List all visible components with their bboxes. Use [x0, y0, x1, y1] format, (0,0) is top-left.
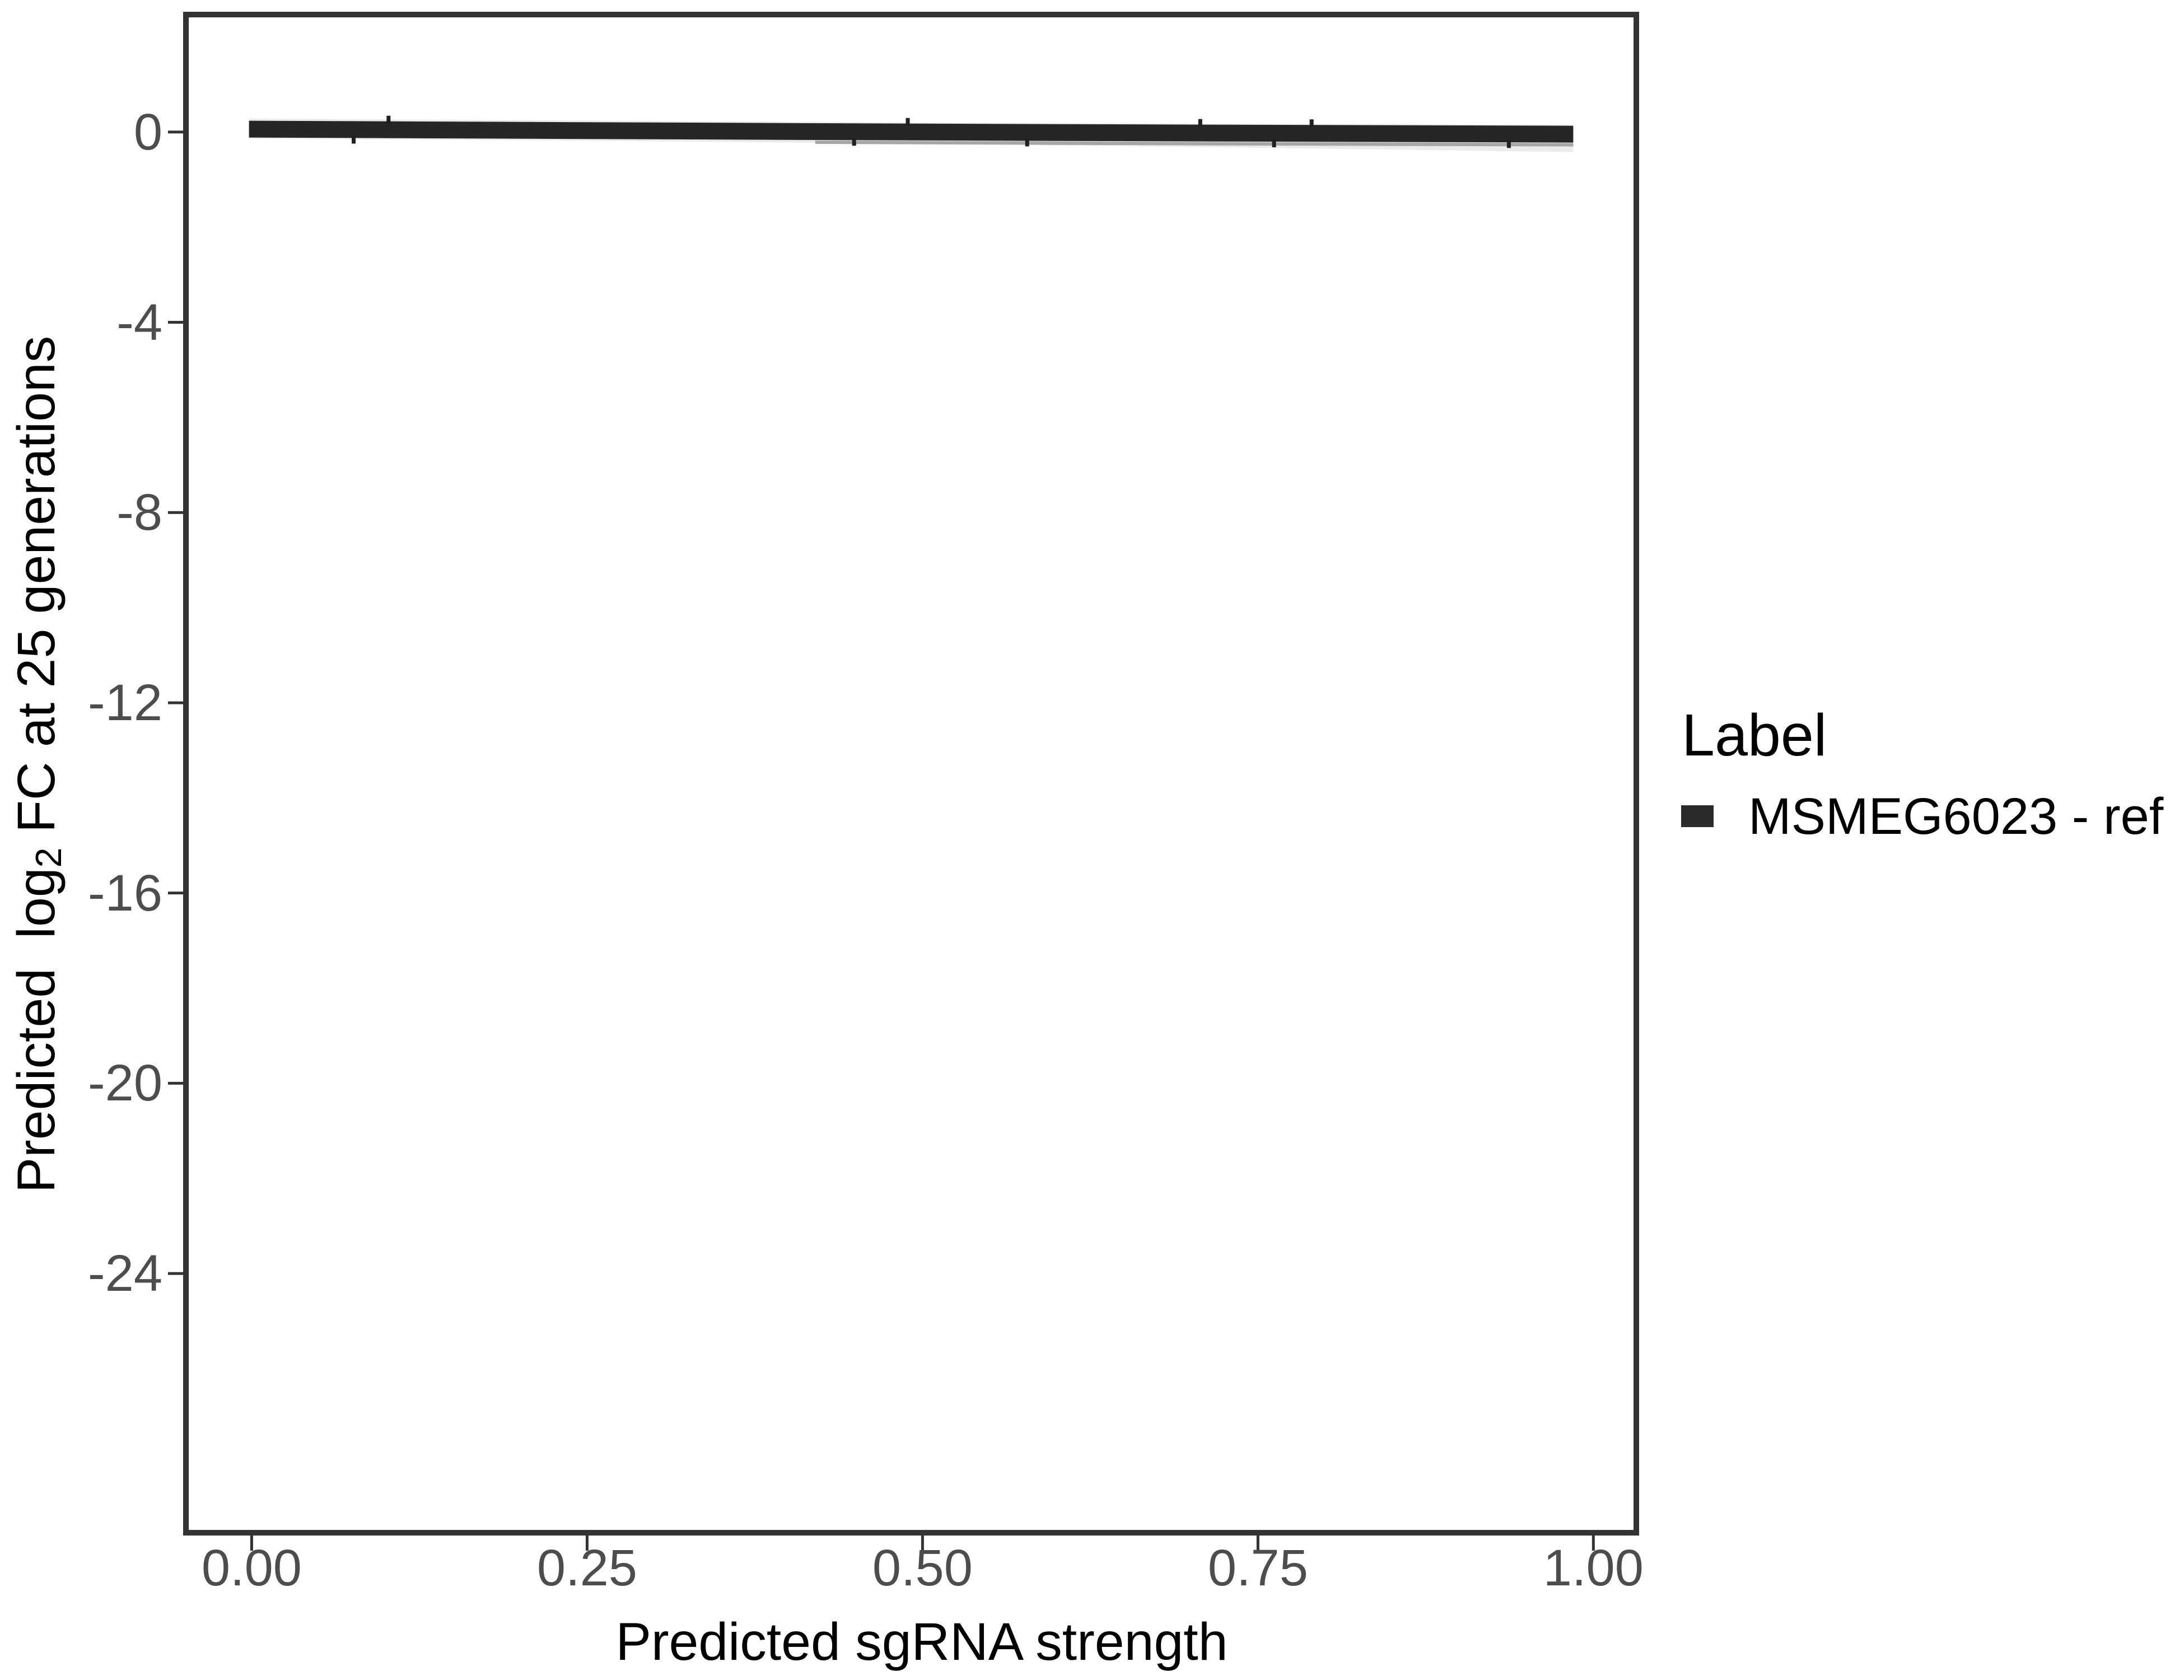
y-axis-title-subscript: 2 — [28, 847, 69, 868]
x-tick-label: 0.25 — [536, 1539, 637, 1597]
legend-title: Label — [1682, 702, 1827, 768]
y-tick-label: -4 — [116, 293, 162, 351]
data-point-mark — [1506, 140, 1511, 148]
panel-border — [183, 12, 1639, 1536]
data-point-mark — [1198, 119, 1202, 127]
y-axis-title-pre: Predicted log — [7, 867, 67, 1193]
legend-item-label: MSMEG6023 - ref — [1748, 788, 2164, 845]
y-tick-label: -20 — [88, 1054, 162, 1112]
regression-line — [249, 120, 1574, 143]
data-point-mark — [1272, 139, 1276, 147]
y-tick-label: -24 — [88, 1245, 162, 1303]
y-axis-title: Predicted log2 FC at 25 generations — [6, 336, 79, 1193]
x-axis-title: Predicted sgRNA strength — [615, 1612, 1228, 1672]
y-tick-label: 0 — [133, 103, 162, 161]
data-point-mark — [852, 138, 856, 146]
x-tick-label: 0.75 — [1207, 1539, 1308, 1597]
legend-key-swatch — [1681, 805, 1714, 827]
y-tick-label: -8 — [116, 484, 162, 542]
y-axis-title-post: FC at 25 generations — [7, 335, 67, 848]
y-tick-label: -16 — [88, 864, 162, 922]
x-tick-label: 0.00 — [201, 1539, 302, 1597]
data-point-mark — [1309, 119, 1314, 128]
confidence-ribbon-edge — [815, 140, 1574, 147]
data-point-mark — [1025, 138, 1029, 147]
y-tick-label: -12 — [88, 674, 162, 731]
data-point-mark — [386, 115, 391, 124]
data-point-mark — [351, 136, 356, 144]
data-point-mark — [906, 118, 910, 126]
x-tick-label: 1.00 — [1543, 1539, 1644, 1597]
x-tick-label: 0.50 — [872, 1539, 973, 1597]
